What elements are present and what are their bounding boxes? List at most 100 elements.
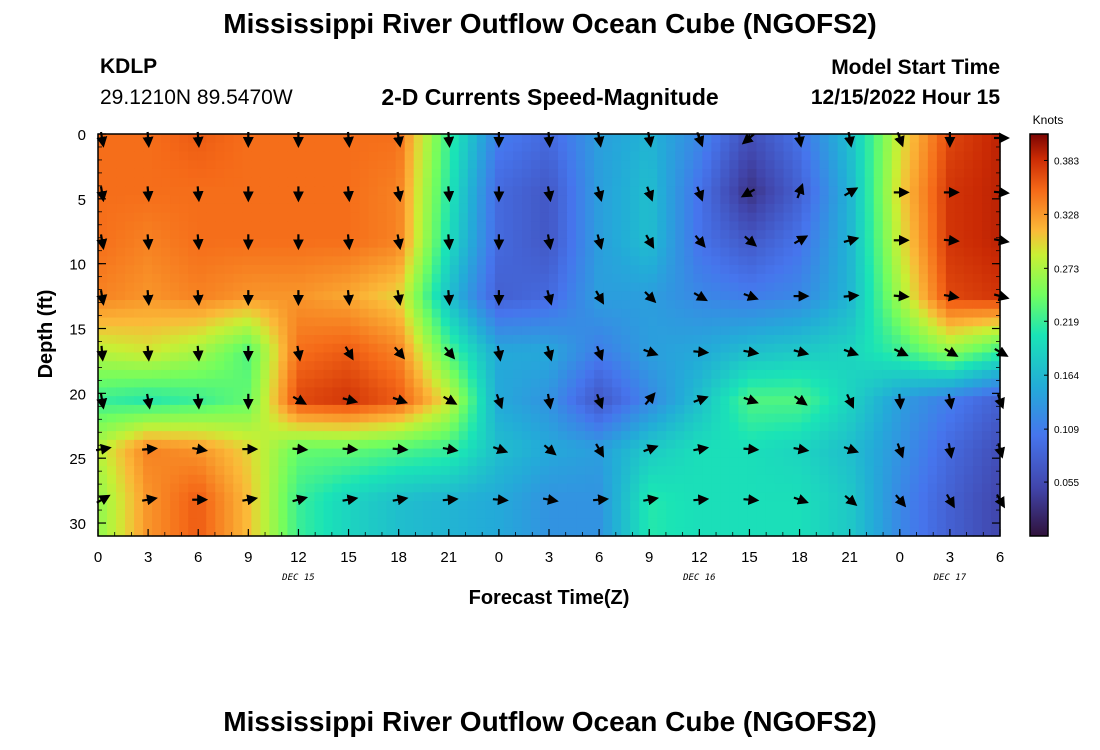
heatmap-cell — [900, 509, 911, 520]
heatmap-cell — [260, 300, 270, 310]
heatmap-cell — [161, 308, 171, 319]
heatmap-cell — [260, 378, 270, 389]
heatmap-cell — [594, 413, 604, 423]
heatmap-cell — [720, 300, 730, 310]
heatmap-cell — [801, 151, 812, 161]
heatmap-cell — [278, 195, 289, 205]
heatmap-cell — [576, 300, 586, 310]
heatmap-cell — [431, 186, 442, 196]
heatmap-cell — [576, 448, 586, 458]
colorbar-tick-label: 0.328 — [1054, 210, 1079, 221]
heatmap-cell — [891, 308, 902, 319]
heatmap-cell — [368, 466, 379, 476]
current-arrow — [393, 290, 404, 306]
heatmap-cell — [152, 300, 162, 310]
heatmap-cell — [864, 527, 875, 537]
heatmap-cell — [702, 483, 712, 493]
heatmap-cell — [576, 352, 586, 362]
heatmap-cell — [413, 151, 424, 161]
heatmap-cell — [323, 238, 334, 249]
heatmap-cell — [567, 422, 577, 432]
heatmap-cell — [278, 203, 289, 214]
heatmap-cell — [386, 431, 397, 441]
heatmap-cell — [161, 466, 171, 476]
heatmap-cell — [981, 335, 992, 345]
heatmap-cell — [684, 448, 694, 458]
heatmap-cell — [576, 256, 586, 266]
heatmap-cell — [125, 527, 135, 537]
heatmap-cell — [801, 501, 812, 511]
heatmap-cell — [449, 466, 460, 476]
heatmap-cell — [801, 317, 812, 327]
heatmap-cell — [161, 361, 171, 371]
heatmap-cell — [359, 439, 370, 450]
heatmap-cell — [666, 431, 676, 441]
heatmap-cell — [810, 431, 821, 441]
heatmap-cell — [558, 387, 568, 397]
heatmap-cell — [341, 448, 352, 458]
heatmap-cell — [549, 457, 559, 467]
heatmap-cell — [702, 527, 712, 537]
heatmap-cell — [729, 509, 740, 520]
heatmap-cell — [810, 335, 821, 345]
heatmap-cell — [368, 361, 379, 371]
heatmap-cell — [449, 361, 460, 371]
heatmap-cell — [458, 509, 469, 520]
heatmap-cell — [972, 308, 983, 319]
heatmap-cell — [639, 361, 649, 371]
current-arrow — [393, 346, 406, 360]
heatmap-cell — [648, 474, 658, 485]
heatmap-cell — [404, 518, 415, 528]
heatmap-cell — [206, 448, 216, 458]
heatmap-cell — [431, 300, 442, 310]
colorbar-tick-label: 0.273 — [1054, 264, 1079, 275]
heatmap-cell — [179, 527, 189, 537]
heatmap-cell — [170, 527, 180, 537]
heatmap-cell — [774, 361, 785, 371]
heatmap-cell — [188, 195, 198, 205]
heatmap-cell — [143, 413, 153, 423]
heatmap-cell — [774, 221, 785, 231]
heatmap-cell — [594, 168, 604, 179]
heatmap-cell — [612, 466, 622, 476]
heatmap-cell — [170, 378, 180, 389]
heatmap-cell — [648, 326, 658, 336]
heatmap-cell — [666, 160, 676, 170]
heatmap-cell — [783, 439, 794, 450]
model-start-label: Model Start Time — [831, 56, 1000, 79]
heatmap-cell — [927, 238, 938, 249]
heatmap-cell — [720, 326, 730, 336]
heatmap-cell — [972, 256, 983, 266]
heatmap-cell — [449, 238, 460, 249]
heatmap-cell — [530, 492, 541, 502]
heatmap-cell — [981, 265, 992, 275]
heatmap-cell — [467, 518, 478, 528]
heatmap-cell — [882, 361, 893, 371]
heatmap-cell — [152, 168, 162, 179]
heatmap-cell — [287, 457, 298, 467]
heatmap-cell — [242, 352, 252, 362]
heatmap-cell — [161, 160, 171, 170]
heatmap-cell — [936, 326, 947, 336]
heatmap-cell — [377, 404, 388, 415]
heatmap-cell — [521, 352, 532, 362]
heatmap-cell — [558, 369, 568, 380]
heatmap-cell — [936, 378, 947, 389]
heatmap-cell — [359, 308, 370, 319]
heatmap-cell — [143, 466, 153, 476]
heatmap-cell — [170, 168, 180, 179]
heatmap-cell — [981, 177, 992, 188]
heatmap-cell — [188, 291, 198, 301]
heatmap-cell — [603, 361, 613, 371]
heatmap-cell — [233, 203, 243, 214]
heatmap-cell — [648, 466, 658, 476]
heatmap-cell — [684, 256, 694, 266]
heatmap-cell — [702, 168, 712, 179]
heatmap-cell — [846, 527, 857, 537]
heatmap-cell — [756, 466, 767, 476]
heatmap-cell — [494, 413, 505, 423]
heatmap-cell — [179, 168, 189, 179]
heatmap-cell — [648, 273, 658, 284]
heatmap-cell — [891, 422, 902, 432]
heatmap-cell — [188, 466, 198, 476]
